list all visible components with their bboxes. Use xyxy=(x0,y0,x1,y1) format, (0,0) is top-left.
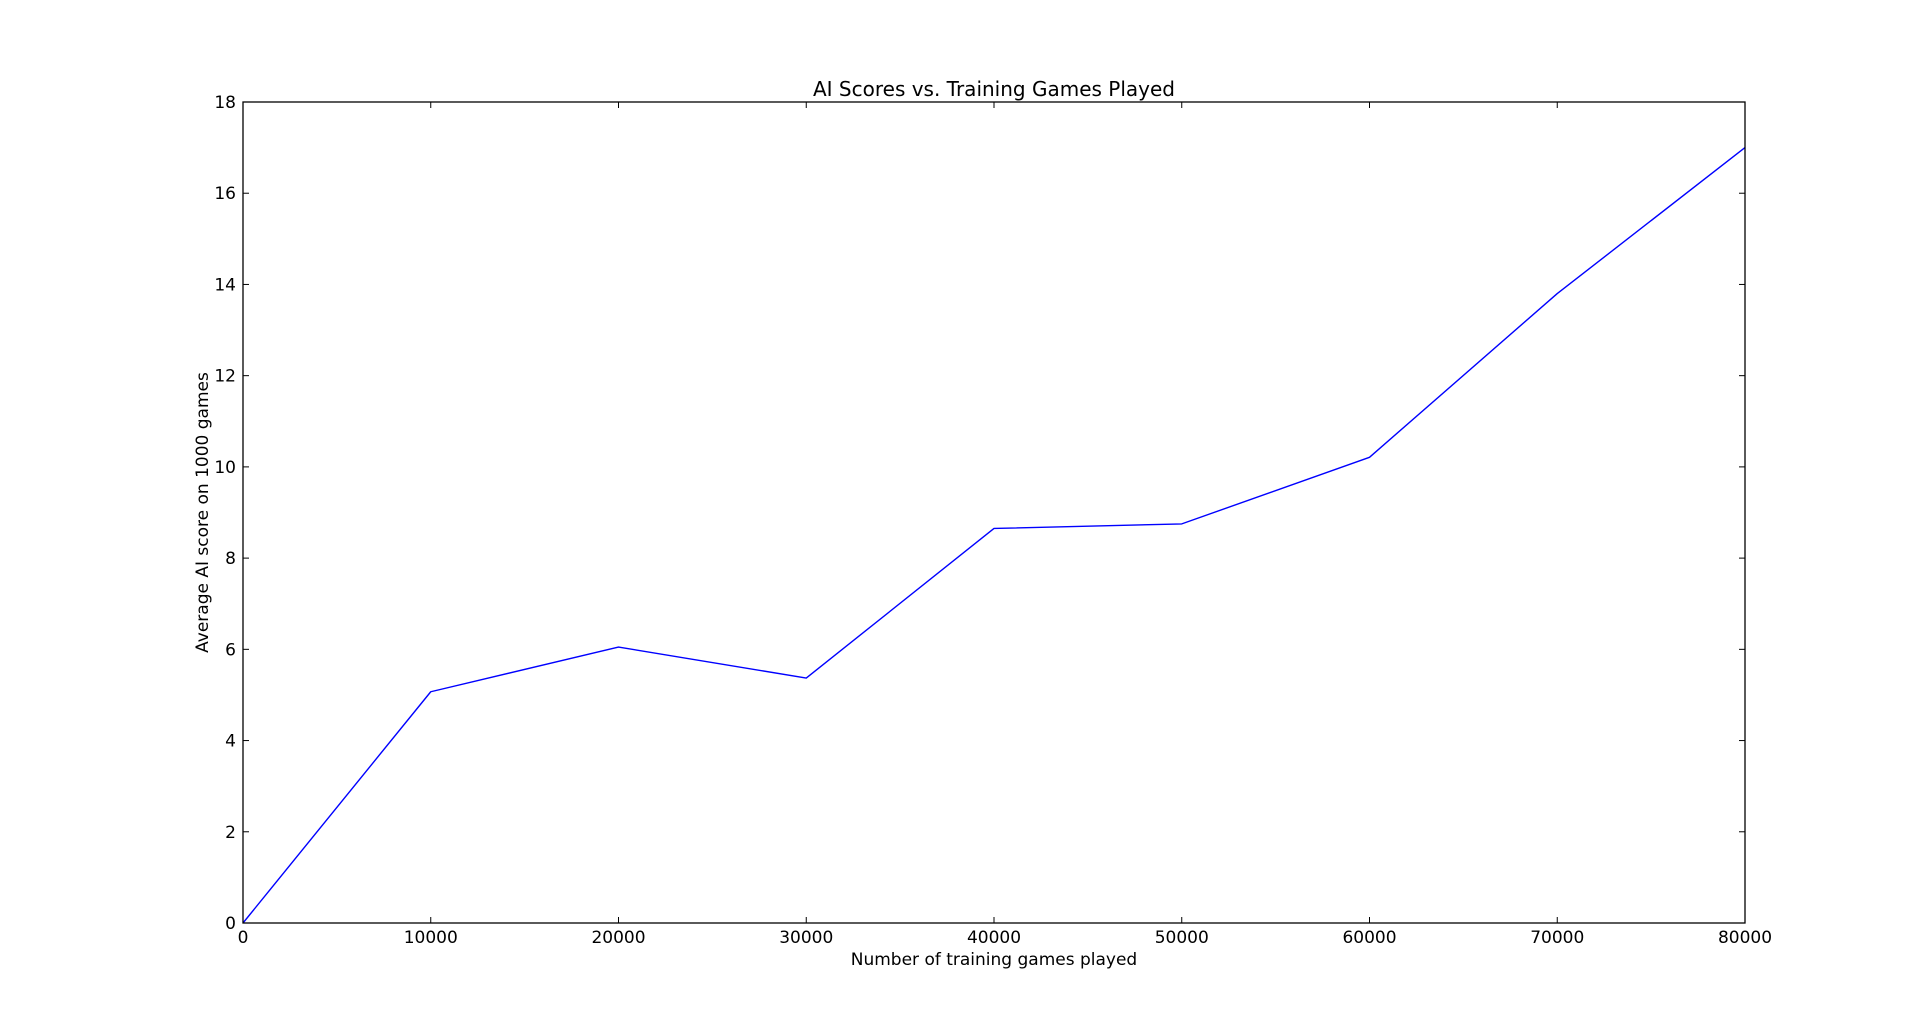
y-tick-label: 6 xyxy=(225,640,236,660)
y-tick-label: 18 xyxy=(214,93,236,113)
x-tick-label: 20000 xyxy=(591,928,645,948)
y-tick-label: 2 xyxy=(225,823,236,843)
x-tick-label: 0 xyxy=(238,928,249,948)
series-line xyxy=(243,148,1745,923)
y-tick-label: 4 xyxy=(225,732,236,752)
x-axis-label: Number of training games played xyxy=(851,950,1137,970)
series-layer xyxy=(243,148,1745,923)
x-tick-label: 80000 xyxy=(1718,928,1772,948)
y-tick-label: 12 xyxy=(214,367,236,387)
y-tick-label: 14 xyxy=(214,275,236,295)
x-tick-label: 60000 xyxy=(1342,928,1396,948)
x-tick-label: 50000 xyxy=(1155,928,1209,948)
y-tick-label: 16 xyxy=(214,184,236,204)
ticks-layer: 0 10000 20000 30000 40000 50000 60000 70000 8000… xyxy=(214,93,1772,948)
x-tick-label: 70000 xyxy=(1530,928,1584,948)
y-tick-label: 8 xyxy=(225,549,236,569)
x-tick-label: 30000 xyxy=(779,928,833,948)
y-tick-label: 0 xyxy=(225,914,236,934)
chart-title: AI Scores vs. Training Games Played xyxy=(813,77,1175,101)
x-tick-label: 40000 xyxy=(967,928,1021,948)
x-tick-label: 10000 xyxy=(404,928,458,948)
y-axis-label: Average AI score on 1000 games xyxy=(193,372,213,653)
y-tick-label: 10 xyxy=(214,458,236,478)
plot-frame xyxy=(243,102,1745,923)
